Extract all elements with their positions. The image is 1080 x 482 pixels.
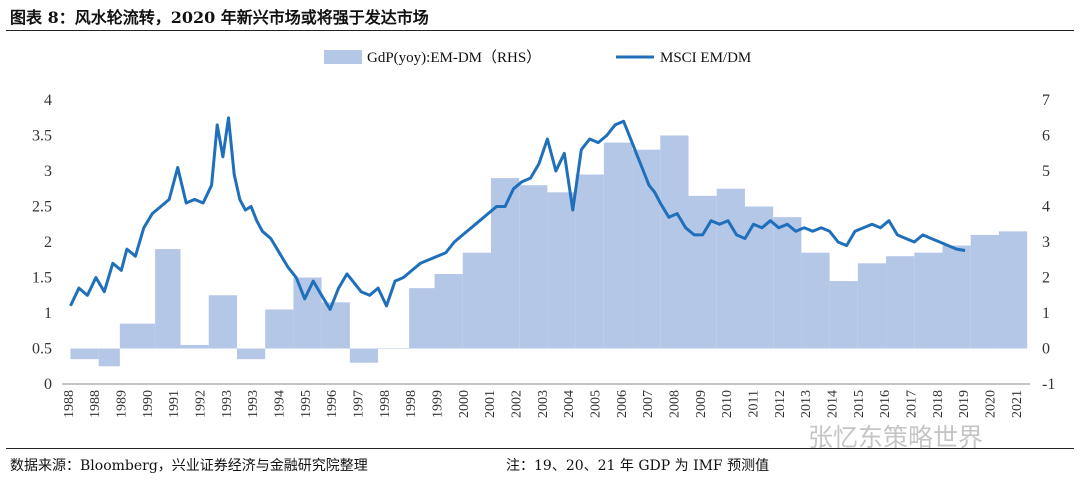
legend-swatch-gdp (324, 50, 362, 64)
x-tick-label: 1993 (246, 390, 261, 418)
gdp-area-step (886, 256, 915, 349)
source-note: 数据来源：Bloomberg，兴业证券经济与金融研究院整理 (10, 458, 368, 474)
x-tick-label: 1988 (88, 390, 103, 418)
gdp-area-step (98, 348, 120, 367)
y-right-tick-label: 6 (1042, 128, 1050, 145)
x-tick-label: 1996 (325, 390, 340, 418)
gdp-area-step (829, 281, 858, 349)
gdp-area-step (773, 217, 802, 349)
y-left-tick-label: 0.5 (32, 341, 52, 358)
y-left-tick-label: 4 (44, 92, 52, 109)
x-tick-label: 2003 (536, 390, 551, 418)
x-tick-label: 1993 (220, 390, 235, 418)
x-tick-label: 1999 (431, 390, 446, 418)
legend-label-gdp: GdP(yoy):EM-DM（RHS） (367, 49, 541, 66)
gdp-area-step (575, 174, 604, 349)
y-right-tick-label: 4 (1042, 199, 1050, 216)
gdp-area-step (547, 192, 576, 349)
gdp-area-step (857, 263, 887, 349)
gdp-area-step (519, 185, 548, 349)
gdp-area-step (321, 302, 350, 349)
y-right-tick-label: 7 (1042, 92, 1050, 109)
x-tick-label: 2017 (905, 390, 920, 418)
x-tick-label: 2012 (773, 390, 788, 418)
y-left-tick-label: 2 (44, 234, 52, 251)
gdp-area-step (409, 288, 435, 349)
chart-title: 图表 8：风水轮流转，2020 年新兴市场或将强于发达市场 (10, 8, 429, 27)
x-tick-label: 2006 (615, 390, 630, 418)
gdp-area-step (970, 234, 999, 349)
x-tick-label: 2018 (931, 390, 946, 418)
x-tick-label: 1998 (404, 390, 419, 418)
title-divider (6, 30, 1074, 31)
x-tick-label: 2014 (826, 390, 841, 418)
gdp-area-step (70, 348, 99, 360)
gdp-area-step (378, 348, 410, 349)
gdp-area-step (660, 135, 689, 349)
x-tick-label: 1995 (299, 390, 314, 418)
x-tick-label: 1997 (352, 390, 367, 418)
gdp-area-step (462, 252, 491, 349)
x-tick-label: 1992 (194, 390, 209, 418)
y-right-tick-label: -1 (1042, 376, 1055, 393)
y-left-tick-label: 1.5 (32, 270, 52, 287)
x-tick-label: 1998 (378, 390, 393, 418)
gdp-area-step (236, 348, 266, 360)
x-tick-label: 2009 (694, 390, 709, 418)
y-right-tick-label: 2 (1042, 270, 1050, 287)
x-tick-label: 2001 (483, 390, 498, 418)
msci-em-dm-line (69, 116, 966, 311)
x-tick-label: 2020 (984, 390, 999, 418)
footer-divider (6, 448, 1074, 449)
x-tick-label: 2007 (641, 390, 656, 418)
x-tick-label: 2019 (957, 390, 972, 418)
x-tick-label: 1989 (115, 390, 130, 418)
y-left-tick-label: 1 (44, 305, 52, 322)
gdp-area-step (155, 249, 181, 349)
gdp-area-step (434, 273, 463, 349)
x-tick-label: 1990 (141, 390, 156, 418)
x-tick-label: 1991 (167, 390, 182, 418)
y-right-tick-label: 1 (1042, 305, 1050, 322)
gdp-area-step (801, 252, 830, 349)
gdp-area-step (942, 245, 971, 349)
y-left-tick-label: 3 (44, 163, 52, 180)
watermark: 张忆东策略世界 (808, 423, 984, 452)
x-tick-label: 2005 (589, 390, 604, 418)
y-right-tick-label: 0 (1042, 341, 1050, 358)
y-right-tick-label: 3 (1042, 234, 1050, 251)
gdp-area-step (180, 344, 209, 349)
x-tick-label: 2015 (852, 390, 867, 418)
gdp-area-step (998, 231, 1028, 349)
x-tick-label: 2011 (747, 390, 762, 417)
gdp-area-step (208, 295, 237, 349)
y-right-tick-label: 5 (1042, 163, 1050, 180)
chart-plot: GdP(yoy):EM-DM（RHS） MSCI EM/DM 0 0.5 1 1.5 2… (32, 49, 1055, 418)
x-tick-label: 2016 (878, 390, 893, 418)
y-left-tick-label: 2.5 (32, 199, 52, 216)
legend-label-msci: MSCI EM/DM (660, 50, 751, 66)
x-tick-label: 2002 (510, 390, 525, 418)
y-left-tick-label: 0 (44, 376, 52, 393)
gdp-area-step (265, 309, 294, 349)
y-left-tick-label: 3.5 (32, 128, 52, 145)
x-tick-label: 2010 (720, 390, 735, 418)
gdp-area-step (349, 348, 379, 363)
x-tick-label: 2021 (1010, 390, 1025, 418)
forecast-note: 注：19、20、21 年 GDP 为 IMF 预测值 (506, 458, 770, 474)
gdp-area-step (716, 188, 745, 349)
x-tick-label: 2000 (457, 390, 472, 418)
gdp-area-step (688, 195, 717, 349)
x-tick-label: 2013 (799, 390, 814, 418)
x-tick-label: 2004 (562, 390, 577, 418)
gdp-area-step (632, 149, 661, 349)
gdp-area-step (119, 323, 156, 349)
x-tick-label: 2008 (668, 390, 683, 418)
x-tick-label: 1994 (273, 390, 288, 418)
x-tick-label: 1988 (62, 390, 77, 418)
gdp-area-step (603, 142, 633, 349)
chart-legend: GdP(yoy):EM-DM（RHS） MSCI EM/DM (324, 49, 751, 66)
gdp-area-step (914, 252, 943, 349)
